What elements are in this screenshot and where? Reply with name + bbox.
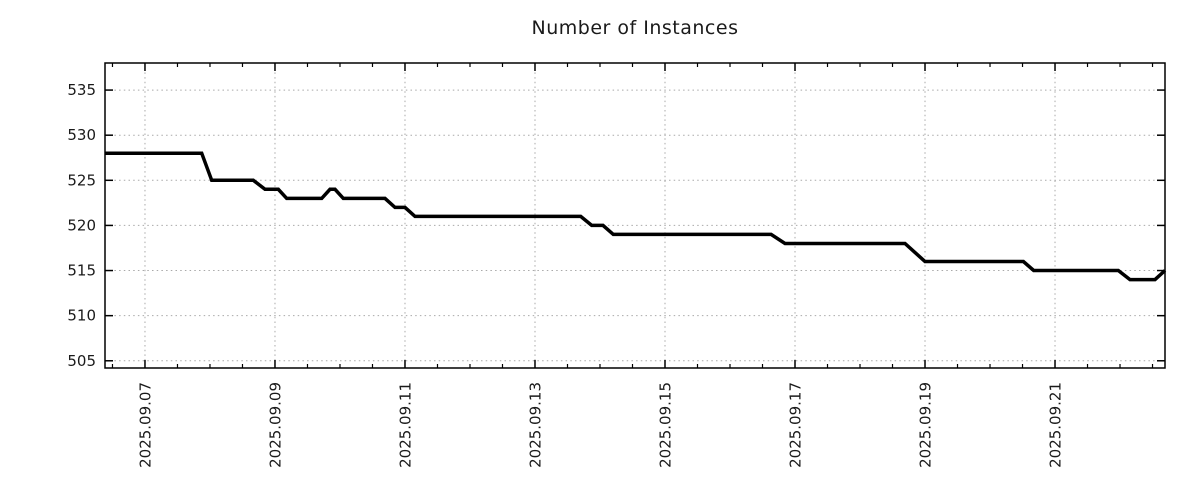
y-tick-label: 515 bbox=[67, 262, 96, 280]
data-line-instances bbox=[105, 151, 1167, 282]
x-tick-label: 2025.09.19 bbox=[917, 382, 935, 468]
x-tick-label: 2025.09.15 bbox=[656, 382, 674, 468]
grid-layer bbox=[105, 63, 1165, 368]
series-layer bbox=[105, 151, 1167, 282]
x-tick-label: 2025.09.09 bbox=[266, 382, 284, 468]
axis-layer bbox=[104, 62, 1166, 369]
x-tick-label: 2025.09.17 bbox=[787, 382, 805, 468]
plot-border bbox=[104, 62, 1166, 369]
y-tick-label: 520 bbox=[67, 216, 96, 234]
x-tick-label: 2025.09.11 bbox=[396, 382, 414, 468]
y-tick-label: 510 bbox=[67, 307, 96, 325]
y-tick-label: 535 bbox=[67, 81, 96, 99]
x-tick-label: 2025.09.13 bbox=[526, 382, 544, 468]
x-tick-label: 2025.09.21 bbox=[1047, 382, 1065, 468]
chart-title: Number of Instances bbox=[531, 17, 739, 39]
y-tick-label: 530 bbox=[67, 126, 96, 144]
x-tick-label: 2025.09.07 bbox=[136, 382, 154, 468]
label-layer: 505 510 515 520 525 530 535 2025.09.07 2025.09.0… bbox=[67, 81, 1064, 468]
y-tick-label: 505 bbox=[67, 352, 96, 370]
y-tick-label: 525 bbox=[67, 171, 96, 189]
